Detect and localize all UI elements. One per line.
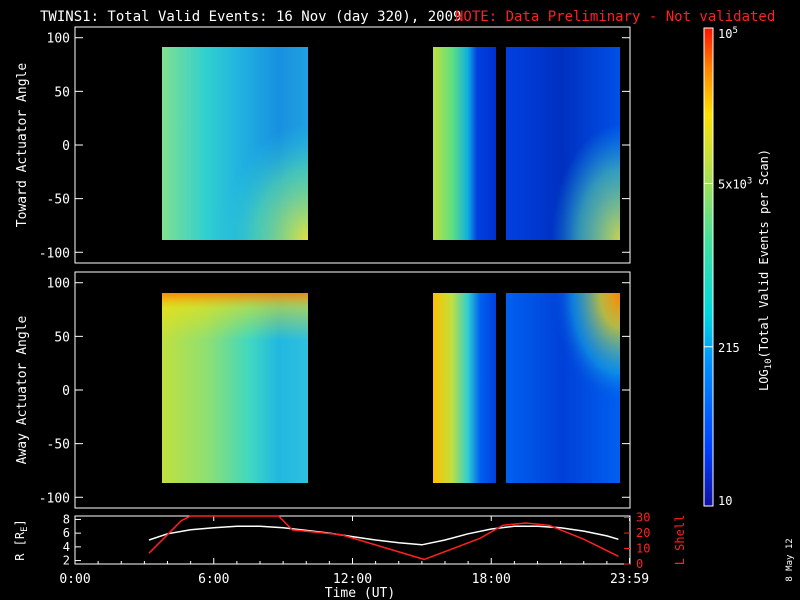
colorbar-tick-label: 215 xyxy=(718,341,740,355)
bottom-ytick-label: -100 xyxy=(39,491,70,506)
colorbar-label-rest: (Total Valid Events per Scan) xyxy=(757,149,771,359)
colorbar-tick-main: 215 xyxy=(718,341,740,355)
x-tick-label: 6:00 xyxy=(198,572,229,587)
x-tick-label: 0:00 xyxy=(59,572,90,587)
bottom-ylabel: Away Actuator Angle xyxy=(15,315,30,464)
preliminary-note: NOTE: Data Preliminary - Not validated xyxy=(455,9,775,25)
bottom-block-2 xyxy=(433,293,496,483)
top-ytick-label: 100 xyxy=(47,32,70,47)
orbit-ytick-left-label: 2 xyxy=(63,554,70,568)
top-block-2 xyxy=(433,47,496,240)
orbit-ytick-right-label: 10 xyxy=(636,542,650,556)
orbit-line-1 xyxy=(148,515,619,561)
bottom-y-axis: 100 50 0 -50 -100 xyxy=(39,277,630,506)
bottom-ytick-label: 0 xyxy=(62,384,70,399)
orbit-ytick-right-label: 30 xyxy=(636,511,650,525)
bottom-block-3-glow xyxy=(506,293,620,483)
x-tick-label: 12:00 xyxy=(333,572,372,587)
bottom-heatmap xyxy=(162,293,620,483)
bottom-ytick-label: 50 xyxy=(54,330,70,345)
colorbar-tick-main: 10 xyxy=(718,27,732,41)
colorbar-tick-label: 10 xyxy=(718,494,732,508)
date-stamp: 8 May 12 xyxy=(785,538,795,581)
top-block-3-glow xyxy=(506,47,620,240)
top-block-1-glow xyxy=(162,47,308,240)
chart-title: TWINS1: Total Valid Events: 16 Nov (day … xyxy=(40,9,461,25)
bottom-ytick-label: -50 xyxy=(47,438,70,453)
colorbar-tick-label: 5x103 xyxy=(718,176,752,191)
orbit-ytick-left-label: 6 xyxy=(63,526,70,540)
orbit-ytick-right-label: 0 xyxy=(636,557,643,571)
colorbar-tick-main: 5x10 xyxy=(718,177,747,191)
x-tick-label: 18:00 xyxy=(472,572,511,587)
orbit-series xyxy=(148,515,619,561)
top-ytick-label: 0 xyxy=(62,139,70,154)
bottom-block-1-top xyxy=(162,293,308,483)
top-ylabel: Toward Actuator Angle xyxy=(15,63,30,228)
top-ytick-label: -50 xyxy=(47,193,70,208)
orbit-ylabel-left: R [RE] xyxy=(13,519,30,561)
bottom-ytick-label: 100 xyxy=(47,277,70,292)
top-ytick-label: 50 xyxy=(54,85,70,100)
colorbar-tick-label: 105 xyxy=(718,26,738,41)
orbit-ylabel-left-close: ] xyxy=(13,519,27,526)
colorbar xyxy=(703,27,714,507)
top-y-axis: 100 50 0 -50 -100 xyxy=(39,32,630,261)
colorbar-label-sub: 10 xyxy=(764,358,774,369)
top-ytick-label: -100 xyxy=(39,246,70,261)
colorbar-label: LOG10(Total Valid Events per Scan) xyxy=(757,149,774,391)
orbit-ytick-left-label: 4 xyxy=(63,540,70,554)
colorbar-tick-sup: 5 xyxy=(732,26,737,36)
x-tick-label: 23:59 xyxy=(610,572,649,587)
colorbar-label-main: LOG xyxy=(757,369,771,391)
top-heatmap xyxy=(162,47,620,240)
colorbar-tick-sup: 3 xyxy=(747,176,752,186)
panel-orbit-frame xyxy=(74,515,631,565)
orbit-ytick-right-label: 20 xyxy=(636,526,650,540)
orbit-ytick-left-label: 8 xyxy=(63,512,70,526)
orbit-ylabel-left-text: R [R xyxy=(13,531,27,561)
colorbar-tick-main: 10 xyxy=(718,494,732,508)
orbit-ylabel-right: L Shell xyxy=(673,515,687,566)
orbit-line-0 xyxy=(148,525,619,546)
x-axis-label: Time (UT) xyxy=(325,586,395,600)
orbit-ylabel-left-sub: E xyxy=(20,526,30,531)
